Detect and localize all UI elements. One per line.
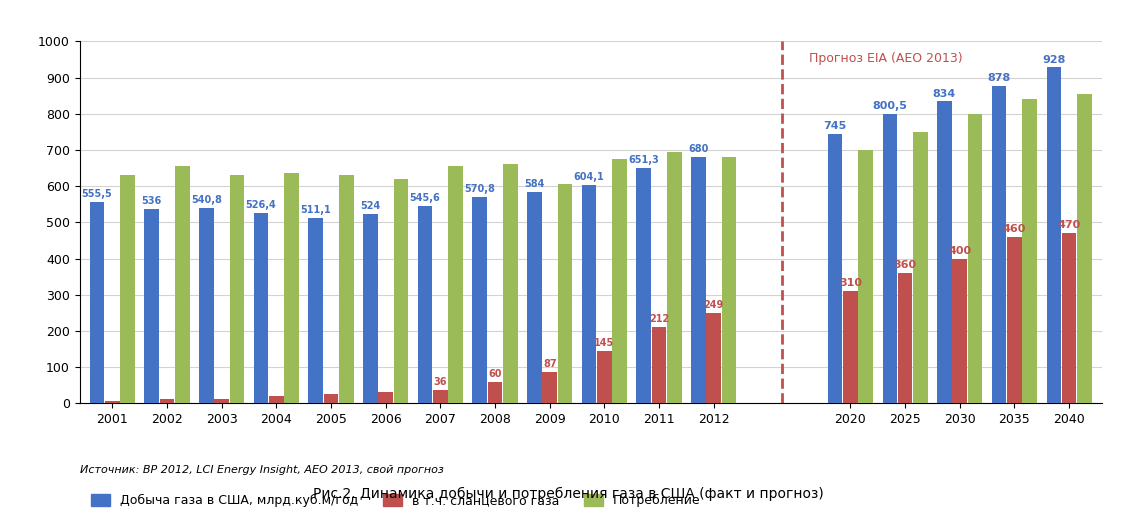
Bar (284, 174, 299, 403)
Text: 555,5: 555,5 (82, 189, 112, 200)
Text: 928: 928 (1042, 54, 1066, 65)
Text: 570,8: 570,8 (465, 184, 495, 194)
Bar (707, 313, 721, 403)
Text: 651,3: 651,3 (628, 155, 659, 164)
Text: Рис.2. Динамика добычи и потребления газа в США (факт и прогноз): Рис.2. Динамика добычи и потребления газ… (312, 488, 824, 501)
Bar (952, 258, 967, 403)
Bar (859, 150, 872, 403)
Text: 460: 460 (1003, 224, 1026, 234)
Text: 545,6: 545,6 (410, 193, 441, 203)
Bar (309, 218, 323, 403)
Text: 745: 745 (824, 121, 846, 131)
Bar (339, 175, 353, 403)
Bar (992, 85, 1006, 403)
Text: 878: 878 (987, 72, 1011, 83)
Bar (652, 327, 667, 403)
Text: 834: 834 (933, 88, 957, 99)
Bar (487, 382, 502, 403)
Bar (1022, 99, 1037, 403)
Text: 536: 536 (142, 196, 161, 206)
Bar (120, 175, 135, 403)
Text: 36: 36 (434, 377, 448, 387)
Bar (691, 157, 705, 403)
Bar (636, 168, 651, 403)
Bar (828, 133, 843, 403)
Text: 511,1: 511,1 (300, 205, 331, 216)
Bar (667, 152, 682, 403)
Bar (968, 114, 983, 403)
Bar (937, 101, 952, 403)
Text: 249: 249 (703, 300, 724, 310)
Bar (105, 401, 119, 403)
Text: 800,5: 800,5 (872, 101, 908, 111)
Text: Источник: BP 2012, LCI Energy Insight, АЕО 2013, свой прогноз: Источник: BP 2012, LCI Energy Insight, А… (80, 465, 443, 475)
Text: 310: 310 (838, 278, 862, 288)
Text: 87: 87 (543, 359, 557, 369)
Bar (199, 207, 214, 403)
Text: 212: 212 (649, 314, 669, 324)
Bar (269, 396, 284, 403)
Text: 604,1: 604,1 (574, 172, 604, 182)
Bar (543, 372, 557, 403)
Bar (473, 196, 487, 403)
Bar (364, 214, 377, 403)
Text: 400: 400 (949, 246, 971, 255)
Bar (215, 399, 229, 403)
Bar (1046, 67, 1061, 403)
Bar (721, 157, 736, 403)
Text: 584: 584 (524, 179, 544, 189)
Bar (324, 394, 339, 403)
Text: 540,8: 540,8 (191, 194, 222, 205)
Bar (527, 192, 542, 403)
Bar (90, 202, 105, 403)
Text: Прогноз EIA (АЕО 2013): Прогноз EIA (АЕО 2013) (810, 52, 963, 65)
Text: 680: 680 (688, 144, 709, 154)
Bar (378, 392, 393, 403)
Bar (843, 291, 858, 403)
Text: 360: 360 (894, 260, 917, 270)
Bar (433, 390, 448, 403)
Bar (175, 166, 190, 403)
Bar (1062, 233, 1077, 403)
Bar (598, 351, 611, 403)
Bar (558, 184, 573, 403)
Bar (160, 399, 174, 403)
Bar (582, 185, 596, 403)
Text: 60: 60 (488, 369, 502, 378)
Bar (418, 206, 433, 403)
Bar (612, 159, 627, 403)
Bar (144, 209, 159, 403)
Text: 145: 145 (594, 338, 615, 348)
Bar (913, 132, 928, 403)
Text: 526,4: 526,4 (245, 200, 276, 210)
Bar (1077, 94, 1092, 403)
Legend: Добыча газа в США, млрд.куб.м/год, в т.ч. сланцевого газа, Потребление: Добыча газа в США, млрд.куб.м/год, в т.ч… (86, 489, 705, 512)
Text: 470: 470 (1058, 220, 1080, 230)
Bar (883, 114, 897, 403)
Bar (394, 179, 408, 403)
Bar (253, 213, 268, 403)
Bar (229, 175, 244, 403)
Bar (503, 164, 518, 403)
Bar (1008, 237, 1021, 403)
Bar (897, 273, 912, 403)
Bar (449, 166, 463, 403)
Text: 524: 524 (360, 201, 381, 211)
